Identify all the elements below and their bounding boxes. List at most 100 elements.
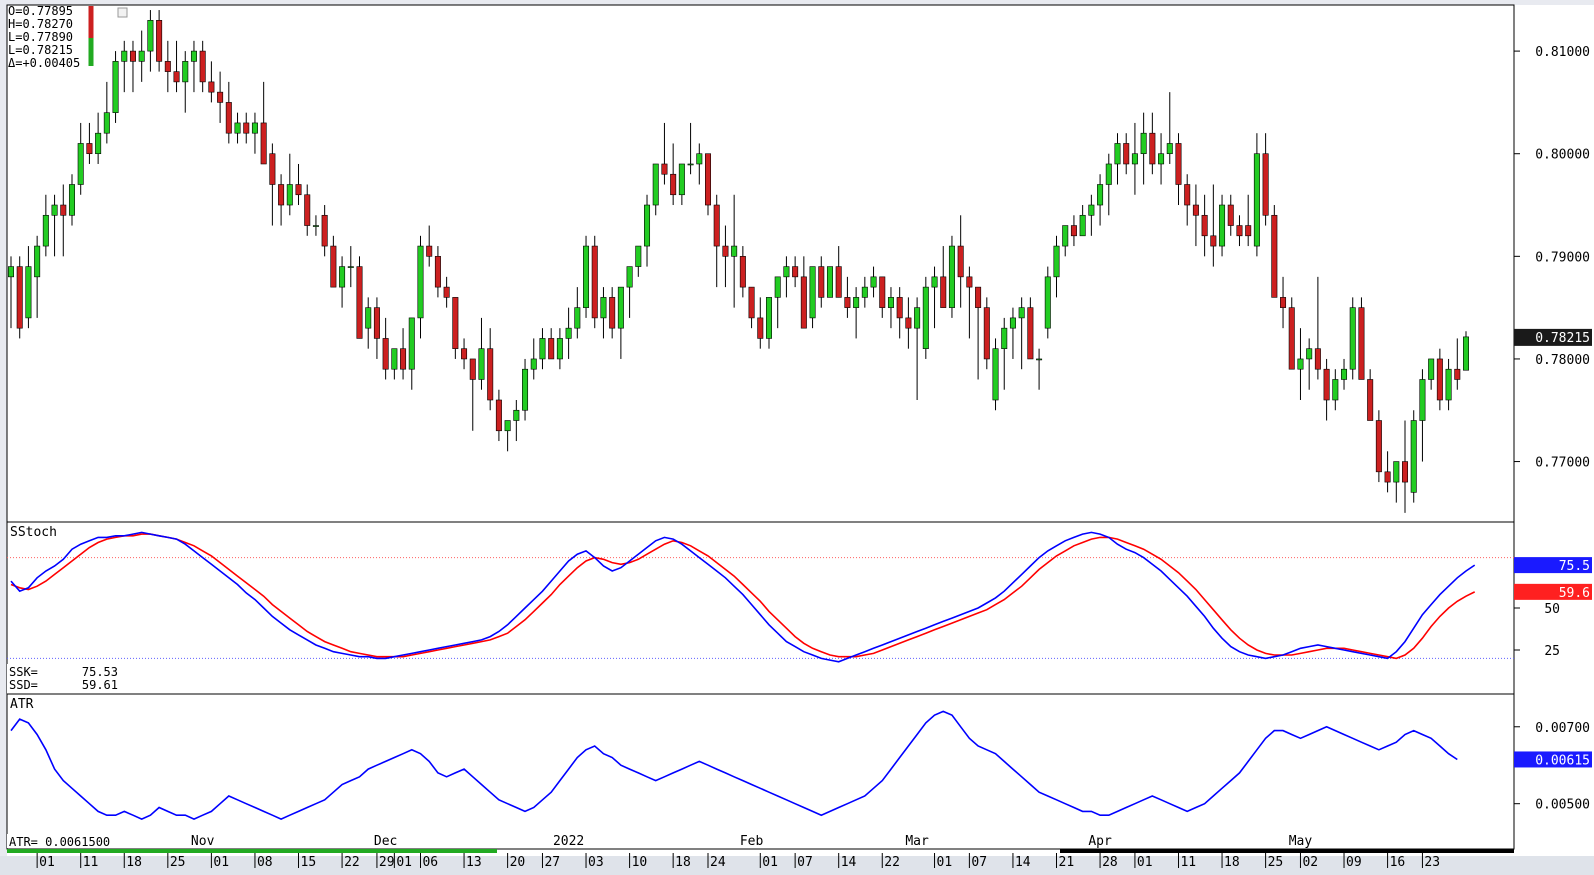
day-label: 02 xyxy=(1302,855,1318,870)
day-label: 01 xyxy=(39,855,55,870)
candle xyxy=(765,297,772,349)
candle xyxy=(356,256,363,339)
atr-badge: 0.00615 xyxy=(1514,751,1592,768)
candle-body-down xyxy=(452,297,459,349)
day-label: 01 xyxy=(762,855,778,870)
candle-body-down xyxy=(382,338,389,370)
candle xyxy=(905,297,912,349)
candle xyxy=(548,328,555,360)
candle-body-down xyxy=(260,122,267,165)
candle xyxy=(600,287,607,339)
candle-body-up xyxy=(339,266,346,288)
candle xyxy=(774,276,781,329)
candle xyxy=(914,297,921,400)
candle-body-down xyxy=(487,348,494,401)
candle-body-down xyxy=(818,266,825,298)
day-label: 07 xyxy=(797,855,813,870)
candle xyxy=(931,266,938,329)
candle-body-up xyxy=(765,297,772,339)
day-label: 24 xyxy=(710,855,726,870)
candle xyxy=(452,297,459,359)
collapse-icon[interactable] xyxy=(117,7,128,18)
candle xyxy=(1070,215,1077,247)
candle xyxy=(251,112,258,154)
candle xyxy=(400,328,407,380)
candle xyxy=(487,328,494,411)
candle-body-up xyxy=(347,266,354,268)
candle xyxy=(1184,174,1191,226)
candle xyxy=(504,420,511,452)
candle-body-down xyxy=(495,399,502,432)
candle xyxy=(1009,307,1016,359)
candle xyxy=(417,235,424,339)
candle xyxy=(1454,338,1461,390)
ssk-readout-label: SSK= xyxy=(9,665,38,679)
candle-body-up xyxy=(1079,214,1086,237)
candle-body-up xyxy=(25,266,32,319)
candle-body-down xyxy=(461,348,468,360)
candle xyxy=(1297,328,1304,400)
candle xyxy=(661,122,668,185)
candle xyxy=(347,246,354,288)
candle-body-up xyxy=(1253,153,1260,247)
candle-body-down xyxy=(469,358,476,380)
candle xyxy=(164,40,171,93)
ohlc-open: O=0.77895 xyxy=(8,4,73,18)
atr-badge-bg xyxy=(1514,751,1592,768)
day-label: 01 xyxy=(937,855,953,870)
candle-body-up xyxy=(522,368,529,411)
candle xyxy=(1018,297,1025,370)
candle-body-up xyxy=(147,20,154,52)
candlestick-series xyxy=(7,10,1470,513)
candle xyxy=(591,235,598,329)
ohlc-last: L=0.78215 xyxy=(8,43,73,57)
candle xyxy=(1079,205,1086,237)
candle xyxy=(330,235,337,288)
candle-body-down xyxy=(1175,143,1182,185)
candle-body-down xyxy=(1192,204,1199,216)
candle-body-up xyxy=(1088,204,1095,216)
ssk-badge-label: 75.5 xyxy=(1559,559,1590,574)
atr-tick-label: 0.00500 xyxy=(1535,798,1590,813)
time-axis[interactable]: Nov Dec 2022 Feb Mar Apr May 01 11 18 25 01 08 15 22 2… xyxy=(7,834,1514,870)
candle-body-up xyxy=(1349,307,1356,370)
candle xyxy=(1201,194,1208,257)
stoch-tick-label: 50 xyxy=(1544,602,1560,617)
candle xyxy=(975,286,982,380)
candle xyxy=(1445,358,1452,411)
candle xyxy=(408,317,415,390)
atr-readout-bg xyxy=(7,834,122,848)
candle xyxy=(731,194,738,308)
candle xyxy=(644,194,651,267)
candle xyxy=(295,163,302,206)
candle-body-up xyxy=(1114,143,1121,165)
candle xyxy=(844,276,851,318)
candle-body-up xyxy=(574,307,581,329)
candle-body-down xyxy=(1367,379,1374,421)
candle xyxy=(1341,358,1348,390)
day-label: 25 xyxy=(1268,855,1284,870)
day-label: 22 xyxy=(884,855,900,870)
candle-body-down xyxy=(1184,184,1191,206)
candle xyxy=(530,338,537,380)
candle-body-down xyxy=(164,61,171,72)
day-label: 14 xyxy=(841,855,857,870)
candle-body-down xyxy=(670,173,677,196)
candle-body-down xyxy=(661,163,668,175)
candle xyxy=(426,225,433,267)
candle xyxy=(896,287,903,339)
candle-body-up xyxy=(783,266,790,278)
candle xyxy=(556,328,563,370)
candle xyxy=(217,71,224,123)
candle-body-up xyxy=(190,50,197,62)
month-label: Apr xyxy=(1088,834,1112,849)
stoch-tick-label: 25 xyxy=(1544,644,1560,659)
candle-body-up xyxy=(652,163,659,206)
candle-body-down xyxy=(60,204,67,216)
candle-body-down xyxy=(1070,225,1077,237)
candle xyxy=(199,40,206,93)
candle xyxy=(156,10,163,72)
price-panel[interactable]: 0.81000 0.80000 0.79000 0.78000 0.77000 0.78… xyxy=(6,4,1592,523)
atr-panel[interactable]: ATR 0.00700 0.00500 0.00615 ATR= 0.006150… xyxy=(6,693,1592,850)
candle xyxy=(129,40,136,93)
